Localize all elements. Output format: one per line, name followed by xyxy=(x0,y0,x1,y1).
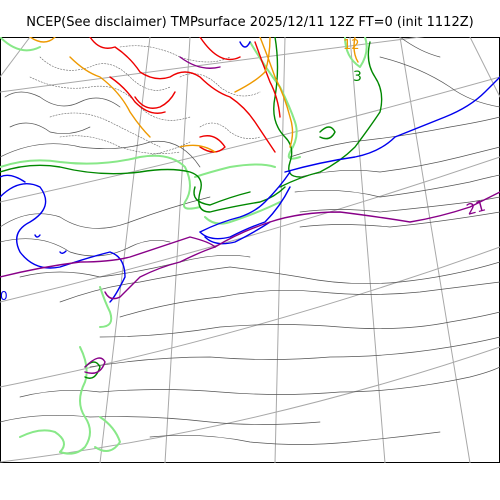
contour-label-blue: 0 xyxy=(0,289,8,303)
contour-label-orange: 12 xyxy=(343,38,360,53)
red-contours xyxy=(89,37,281,153)
thin-contours xyxy=(0,37,500,445)
contour-label-purple: 21 xyxy=(464,197,487,219)
dotted-contours xyxy=(29,45,261,158)
contour-label-green: 3 xyxy=(353,69,362,85)
orange-contours xyxy=(29,37,359,153)
blue-contours xyxy=(0,41,500,303)
graticule xyxy=(0,37,500,463)
map-frame xyxy=(0,37,500,463)
green-contours xyxy=(0,37,383,379)
purple-contours xyxy=(0,56,500,374)
map-title: NCEP(See disclaimer) TMPsurface 2025/12/… xyxy=(26,15,474,30)
temperature-map: 21 3 12 0 xyxy=(0,37,500,463)
light-green-contours xyxy=(0,37,368,455)
